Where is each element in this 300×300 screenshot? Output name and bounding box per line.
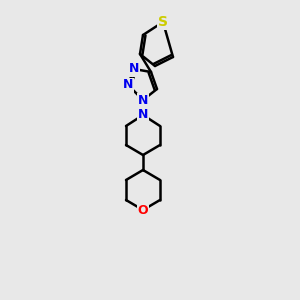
Text: N: N: [123, 79, 133, 92]
Text: N: N: [129, 62, 139, 76]
Text: N: N: [138, 94, 148, 106]
Text: N: N: [138, 109, 148, 122]
Text: S: S: [158, 15, 168, 29]
Text: O: O: [138, 203, 148, 217]
